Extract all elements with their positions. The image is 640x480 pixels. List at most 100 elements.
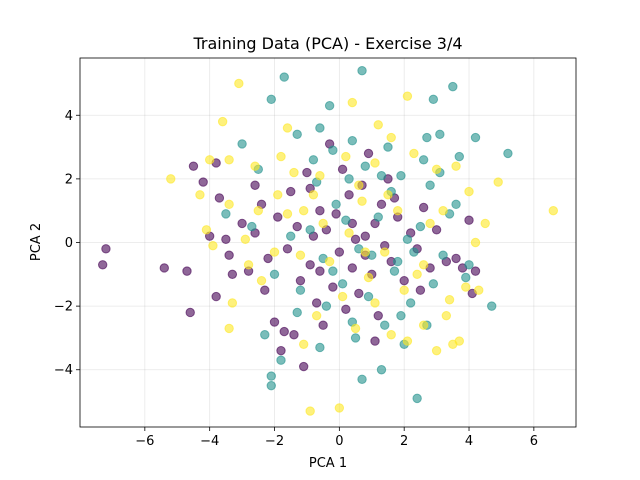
scatter-point-class-2 — [224, 155, 234, 165]
scatter-point-class-1 — [396, 170, 406, 181]
y-tick-label: 0 — [65, 236, 73, 251]
scatter-point-class-0 — [363, 148, 374, 159]
y-tick-label: 4 — [65, 109, 73, 124]
scatter-point-class-2 — [392, 205, 403, 216]
scatter-point-class-2 — [402, 91, 413, 101]
scatter-point-class-1 — [464, 260, 474, 270]
scatter-point-class-0 — [347, 263, 358, 273]
scatter-point-class-1 — [405, 298, 416, 308]
scatter-point-class-2 — [324, 256, 335, 267]
scatter-point-class-0 — [198, 177, 208, 187]
scatter-point-class-1 — [266, 371, 276, 381]
scatter-point-class-1 — [324, 101, 335, 111]
scatter-point-class-2 — [240, 234, 251, 245]
scatter-point-class-1 — [341, 215, 351, 225]
scatter-point-class-0 — [431, 225, 442, 235]
scatter-point-class-1 — [363, 291, 374, 302]
y-axis-label: PCA 2 — [29, 223, 44, 261]
scatter-point-class-0 — [273, 212, 283, 222]
scatter-point-class-0 — [451, 253, 461, 264]
scatter-point-class-2 — [250, 161, 260, 171]
scatter-point-class-1 — [292, 129, 302, 140]
scatter-point-class-0 — [269, 317, 280, 327]
scatter-point-class-2 — [208, 240, 218, 251]
scatter-point-class-2 — [448, 339, 458, 349]
scatter-point-class-2 — [347, 97, 358, 108]
scatter-point-class-2 — [386, 330, 396, 340]
scatter-point-class-0 — [415, 285, 426, 295]
scatter-point-class-0 — [298, 361, 309, 372]
grid-lines — [80, 58, 576, 427]
y-tick-label: −4 — [54, 363, 73, 378]
scatter-point-class-1 — [451, 199, 461, 210]
scatter-point-class-2 — [318, 218, 328, 229]
scatter-point-class-0 — [289, 330, 299, 340]
scatter-point-class-0 — [399, 275, 409, 286]
scatter-point-class-2 — [360, 247, 370, 257]
scatter-point-class-0 — [418, 202, 429, 213]
scatter-point-class-1 — [392, 256, 403, 267]
scatter-point-class-1 — [470, 132, 481, 143]
scatter-point-class-1 — [373, 212, 383, 222]
scatter-point-class-1 — [402, 234, 413, 245]
scatter-point-class-1 — [409, 247, 419, 257]
scatter-point-class-0 — [354, 288, 364, 299]
scatter-point-class-1 — [266, 380, 276, 391]
scatter-point-class-2 — [269, 247, 280, 257]
scatter-point-class-2 — [217, 116, 228, 127]
scatter-point-class-1 — [260, 330, 270, 340]
scatter-point-class-2 — [373, 120, 383, 130]
scatter-point-class-1 — [461, 272, 471, 283]
scatter-point-class-1 — [357, 66, 367, 76]
scatter-point-class-0 — [185, 307, 195, 318]
scatter-point-class-1 — [308, 155, 319, 165]
scatter-point-class-1 — [315, 342, 325, 353]
scatter-point-class-0 — [286, 186, 296, 197]
scatter-point-class-2 — [363, 272, 374, 283]
scatter-point-class-2 — [380, 247, 390, 257]
scatter-point-class-2 — [334, 403, 345, 413]
scatter-point-class-1 — [328, 145, 338, 155]
scatter-point-class-1 — [503, 148, 513, 159]
scatter-point-class-1 — [266, 94, 276, 105]
scatter-point-class-1 — [247, 221, 257, 232]
scatter-point-class-0 — [221, 234, 231, 245]
scatter-point-class-1 — [286, 231, 296, 241]
scatter-point-class-1 — [396, 310, 406, 321]
scatter-point-class-1 — [344, 174, 354, 184]
x-tick-label: 6 — [530, 434, 538, 449]
scatter-point-class-2 — [308, 190, 319, 200]
scatter-point-class-2 — [311, 310, 322, 321]
scatter-point-class-2 — [344, 228, 354, 238]
scatter-point-class-1 — [412, 393, 422, 404]
scatter-point-class-0 — [341, 304, 351, 315]
scatter-point-class-1 — [279, 72, 289, 82]
scatter-point-class-2 — [227, 298, 238, 308]
scatter-point-class-0 — [337, 164, 348, 175]
scatter-point-class-2 — [282, 209, 293, 219]
scatter-point-class-2 — [493, 177, 503, 187]
scatter-point-class-1 — [376, 170, 387, 181]
x-axis-label: PCA 1 — [309, 456, 347, 471]
data-points — [97, 66, 559, 416]
scatter-point-class-1 — [237, 139, 247, 149]
scatter-point-class-2 — [224, 199, 234, 210]
scatter-point-class-0 — [250, 180, 260, 190]
x-tick-label: −4 — [200, 434, 219, 449]
scatter-point-class-1 — [435, 129, 445, 140]
scatter-point-class-1 — [448, 81, 458, 92]
scatter-point-class-0 — [331, 209, 341, 219]
scatter-point-class-2 — [256, 275, 267, 286]
scatter-point-class-0 — [360, 231, 370, 241]
scatter-point-class-2 — [399, 285, 409, 295]
scatter-point-class-2 — [412, 269, 422, 280]
scatter-point-class-1 — [350, 333, 361, 343]
scatter-point-class-0 — [334, 247, 345, 257]
scatter-point-class-1 — [428, 94, 439, 105]
chart-title: Training Data (PCA) - Exercise 3/4 — [192, 34, 462, 53]
scatter-point-class-2 — [431, 164, 442, 175]
scatter-point-class-0 — [373, 310, 383, 321]
scatter-point-class-2 — [234, 78, 244, 89]
x-tick-label: 0 — [335, 434, 343, 449]
